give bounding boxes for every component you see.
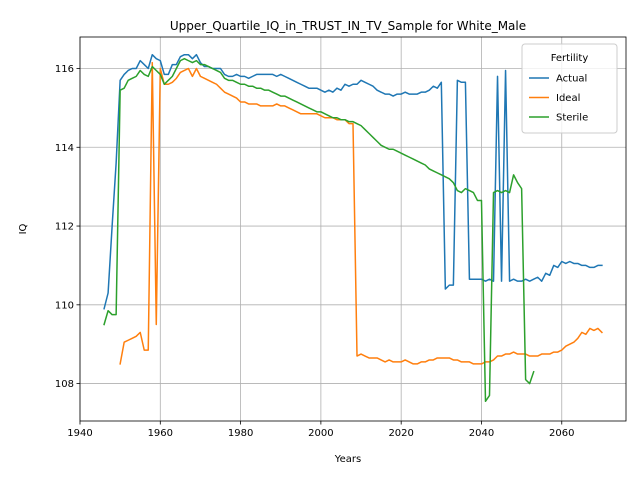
- x-tick-label: 1980: [228, 428, 253, 439]
- series-group: [103, 53, 603, 403]
- legend: Fertility Actual Ideal Sterile: [521, 43, 618, 134]
- series-line-sterile: [103, 57, 535, 403]
- legend-items: Actual Ideal Sterile: [529, 74, 588, 124]
- y-axis-label: IQ: [18, 223, 29, 234]
- series-line-actual: [103, 53, 603, 310]
- x-tick-label: 1960: [148, 428, 173, 439]
- y-tick-label: 108: [55, 379, 74, 390]
- y-tick-label: 114: [55, 143, 74, 154]
- x-axis-label: Years: [334, 454, 361, 465]
- x-tick-label: 2020: [388, 428, 413, 439]
- legend-label-ideal: Ideal: [556, 93, 580, 104]
- y-tick-label: 116: [55, 64, 74, 75]
- legend-label-sterile: Sterile: [556, 113, 588, 124]
- x-tick-label: 1940: [67, 428, 92, 439]
- y-tick-label: 110: [55, 300, 74, 311]
- x-tick-label: 2060: [549, 428, 574, 439]
- plot-frame: [79, 36, 627, 422]
- series-line-ideal: [119, 61, 603, 365]
- x-axis-ticks: 1940 1960 1980 2000 2020 2040 2060: [67, 421, 574, 439]
- y-tick-label: 112: [55, 222, 74, 233]
- x-tick-label: 2040: [469, 428, 494, 439]
- legend-title: Fertility: [551, 53, 589, 64]
- legend-label-actual: Actual: [556, 74, 587, 85]
- chart-title: Upper_Quartile_IQ_in_TRUST_IN_TV_Sample …: [170, 19, 526, 33]
- y-axis-ticks: 108 110 112 114 116: [55, 64, 80, 390]
- x-tick-label: 2000: [308, 428, 333, 439]
- legend-box: [521, 43, 618, 134]
